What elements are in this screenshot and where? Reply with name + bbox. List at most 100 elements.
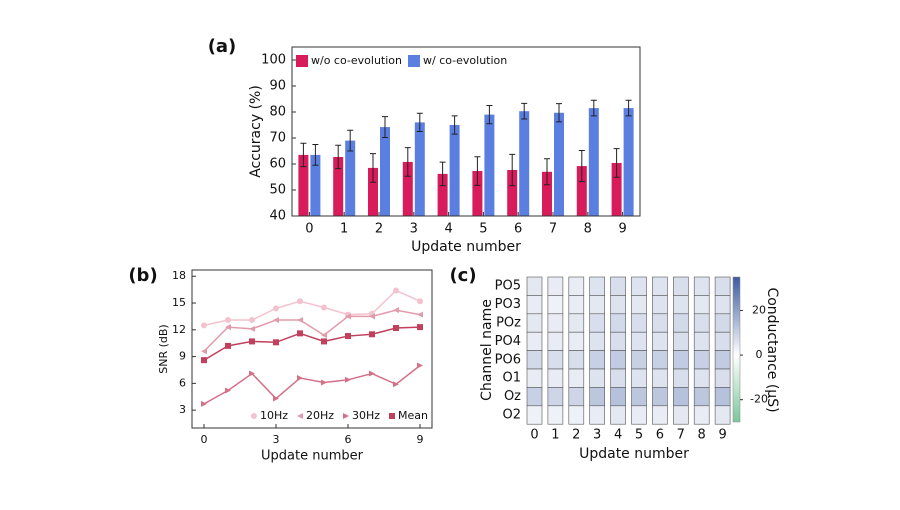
y-axis-title: SNR (dB) xyxy=(157,324,170,373)
bar xyxy=(519,111,530,216)
bar xyxy=(507,169,518,216)
error-bar xyxy=(474,156,481,186)
y-tick-label: 60 xyxy=(269,157,286,172)
y-tick-label: 40 xyxy=(269,209,286,224)
heatmap-cell xyxy=(693,276,710,296)
heatmap-cell xyxy=(526,295,543,315)
marker xyxy=(345,333,351,340)
heatmap-cell xyxy=(714,405,731,425)
heatmap-cell xyxy=(714,331,731,351)
x-tick-label: 5 xyxy=(479,222,487,237)
heatmap-cell xyxy=(568,331,585,351)
x-tick-label: 3 xyxy=(410,222,418,237)
heatmap-cell xyxy=(693,405,710,425)
y-tick-label: 80 xyxy=(269,105,286,120)
heatmap-cell xyxy=(693,295,710,315)
heatmap-cell xyxy=(610,350,626,370)
heatmap-cell xyxy=(652,276,668,296)
heatmap-cell xyxy=(568,350,585,370)
colorbar-tick-label: 20 xyxy=(752,303,766,316)
marker xyxy=(393,307,399,314)
y-tick-label: 12 xyxy=(172,323,186,336)
x-tick-label: 0 xyxy=(530,428,538,443)
bar xyxy=(310,154,321,216)
marker xyxy=(273,395,279,402)
marker xyxy=(225,316,231,323)
marker xyxy=(417,324,423,331)
heatmap-cell xyxy=(672,313,689,333)
heatmap-cell xyxy=(714,350,731,370)
bar xyxy=(414,122,425,216)
y-tick-label: 50 xyxy=(269,183,286,198)
marker xyxy=(249,316,255,323)
marker xyxy=(297,375,303,382)
x-tick-label: 4 xyxy=(444,222,452,237)
y-tick-label: 90 xyxy=(269,79,286,94)
heatmap-cell xyxy=(526,387,543,407)
heatmap-cell xyxy=(631,405,647,425)
x-tick-label: 7 xyxy=(677,428,685,443)
marker xyxy=(321,304,327,311)
error-bar xyxy=(625,99,632,117)
y-tick-label: O2 xyxy=(502,408,521,423)
heatmap-cell xyxy=(526,350,543,370)
heatmap-cell xyxy=(714,276,731,296)
error-bar xyxy=(486,105,493,125)
heatmap-cell xyxy=(672,331,689,351)
error-bar xyxy=(590,99,597,117)
heatmap-cell xyxy=(631,313,647,333)
x-tick-label: 9 xyxy=(618,222,626,237)
x-tick-label: 2 xyxy=(375,222,383,237)
heatmap-cell xyxy=(672,405,689,425)
y-tick-label: O1 xyxy=(502,371,521,386)
heatmap-cell xyxy=(547,405,564,425)
error-bar xyxy=(556,103,562,123)
heatmap-cell xyxy=(652,295,668,315)
axes-frame xyxy=(191,269,433,429)
heatmap-cell xyxy=(714,387,731,407)
marker xyxy=(251,413,257,419)
line xyxy=(203,326,421,361)
heatmap-cell xyxy=(631,387,647,407)
marker xyxy=(343,413,349,419)
marker xyxy=(249,370,255,377)
bar xyxy=(576,166,587,216)
y-tick-label: 18 xyxy=(172,269,186,282)
y-axis-title: Channel name xyxy=(479,299,495,401)
y-tick-label: POz xyxy=(496,316,521,331)
marker xyxy=(369,313,375,320)
marker xyxy=(297,316,303,323)
bar xyxy=(380,127,390,216)
marker xyxy=(297,330,303,337)
x-tick-label: 8 xyxy=(698,428,706,443)
heatmap-cell xyxy=(610,387,626,407)
heatmap-cell xyxy=(568,313,585,333)
y-tick-label: 6 xyxy=(179,376,186,389)
marker xyxy=(345,376,351,383)
heatmap-cell xyxy=(693,350,710,370)
y-tick-label: 100 xyxy=(261,53,286,68)
heatmap-cell xyxy=(589,405,606,425)
heatmap-cell xyxy=(589,387,606,407)
x-tick-label: 1 xyxy=(551,428,559,443)
x-axis-title: Update number xyxy=(579,446,689,462)
heatmap-cell xyxy=(568,276,585,296)
x-tick-label: 4 xyxy=(614,428,622,443)
x-tick-label: 8 xyxy=(584,222,592,237)
marker xyxy=(297,413,303,419)
heatmap-cell xyxy=(714,368,731,388)
heatmap-cell xyxy=(610,276,626,296)
x-tick-label: 2 xyxy=(572,428,580,443)
error-bar xyxy=(613,148,620,178)
error-bar xyxy=(404,147,411,177)
x-tick-label: 9 xyxy=(417,433,424,446)
marker xyxy=(369,370,375,377)
heatmap-cell xyxy=(568,368,585,388)
bar xyxy=(554,112,564,216)
legend-label: w/ co-evolution xyxy=(423,54,507,67)
heatmap-cell xyxy=(547,331,564,351)
marker xyxy=(393,287,399,294)
heatmap-cell xyxy=(610,405,626,425)
heatmap-cell xyxy=(526,368,543,388)
